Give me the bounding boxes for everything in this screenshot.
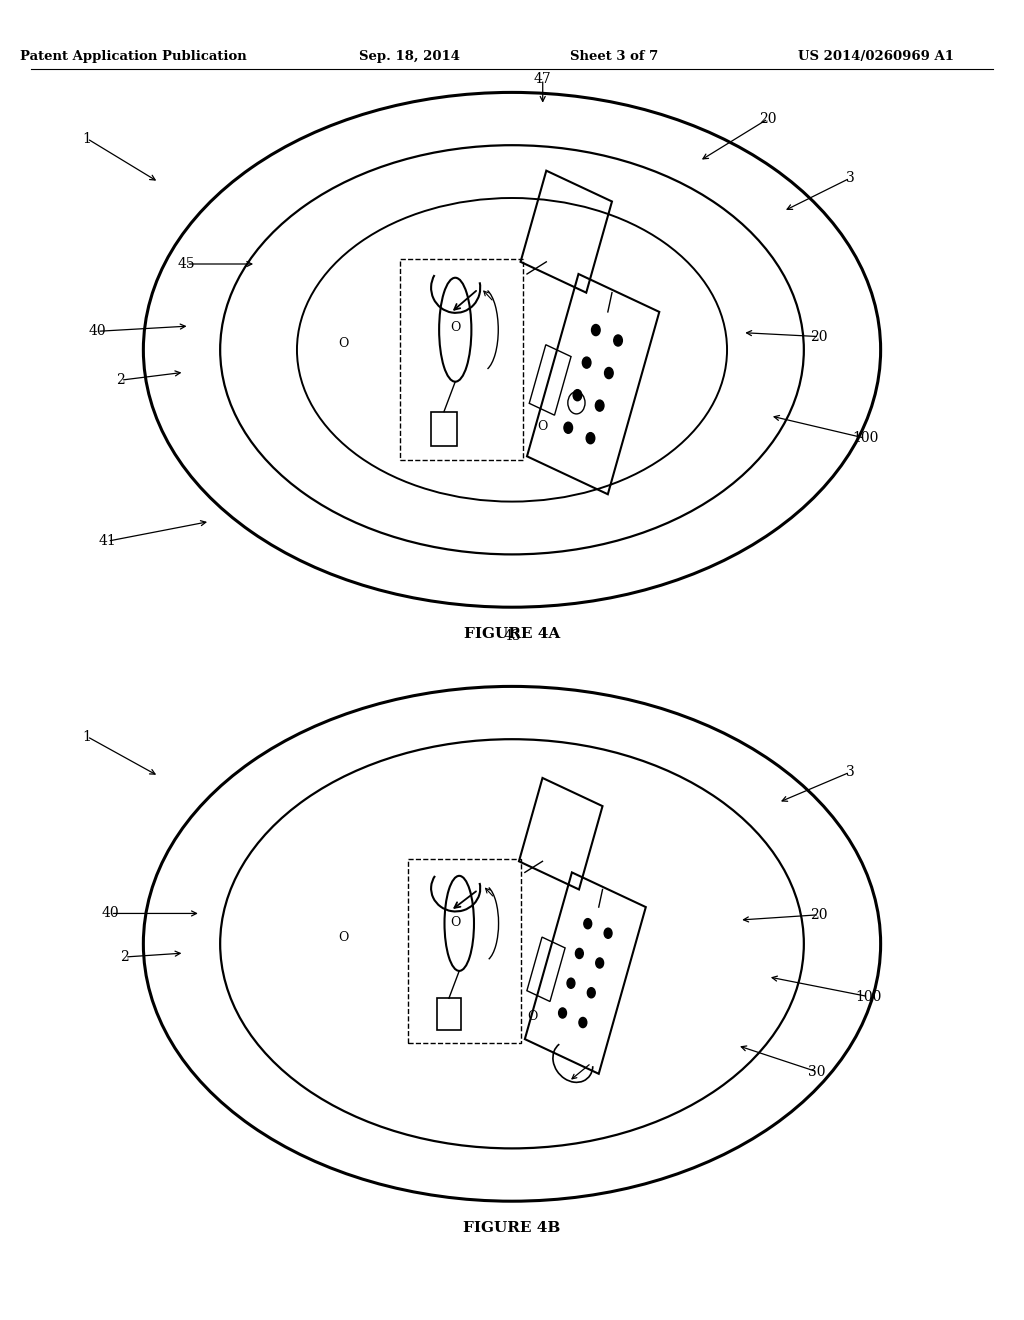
Text: O: O [538,420,548,433]
Text: O: O [451,321,461,334]
Text: Sheet 3 of 7: Sheet 3 of 7 [570,50,658,63]
Text: 40: 40 [101,907,120,920]
Text: 47: 47 [534,73,552,86]
Text: 43: 43 [503,630,521,643]
Circle shape [567,978,574,989]
Text: 3: 3 [846,766,854,779]
Circle shape [613,335,623,346]
Text: 100: 100 [852,432,879,445]
Circle shape [588,987,595,998]
Text: O: O [338,931,348,944]
Text: 1: 1 [83,730,91,743]
Text: 2: 2 [117,374,125,387]
Text: Patent Application Publication: Patent Application Publication [19,50,247,63]
Text: 3: 3 [846,172,854,185]
Circle shape [596,958,603,968]
Circle shape [575,948,584,958]
Bar [436,998,461,1030]
Text: 1: 1 [83,132,91,145]
Text: O: O [338,337,348,350]
Circle shape [604,928,612,939]
Text: US 2014/0260969 A1: US 2014/0260969 A1 [798,50,953,63]
Circle shape [595,400,604,411]
Circle shape [586,433,595,444]
Text: FIGURE 4A: FIGURE 4A [464,627,560,640]
Bar [430,412,458,446]
Circle shape [573,389,582,401]
Circle shape [559,1008,566,1018]
Text: 20: 20 [810,330,828,343]
Circle shape [592,325,600,335]
Text: 40: 40 [88,325,106,338]
Text: 100: 100 [855,990,882,1003]
Text: O: O [451,916,461,929]
Text: 41: 41 [98,535,117,548]
Text: 45: 45 [177,257,196,271]
Text: 2: 2 [121,950,129,964]
Circle shape [584,919,592,929]
Text: 20: 20 [759,112,777,125]
Text: 20: 20 [810,908,828,921]
Bar [399,260,523,461]
Text: Sep. 18, 2014: Sep. 18, 2014 [359,50,460,63]
Circle shape [583,358,591,368]
Bar [409,859,521,1043]
Circle shape [564,422,572,433]
Circle shape [604,367,613,379]
Text: 30: 30 [808,1065,826,1078]
Circle shape [579,1018,587,1027]
Text: O: O [527,1010,538,1023]
Text: FIGURE 4B: FIGURE 4B [463,1221,561,1234]
